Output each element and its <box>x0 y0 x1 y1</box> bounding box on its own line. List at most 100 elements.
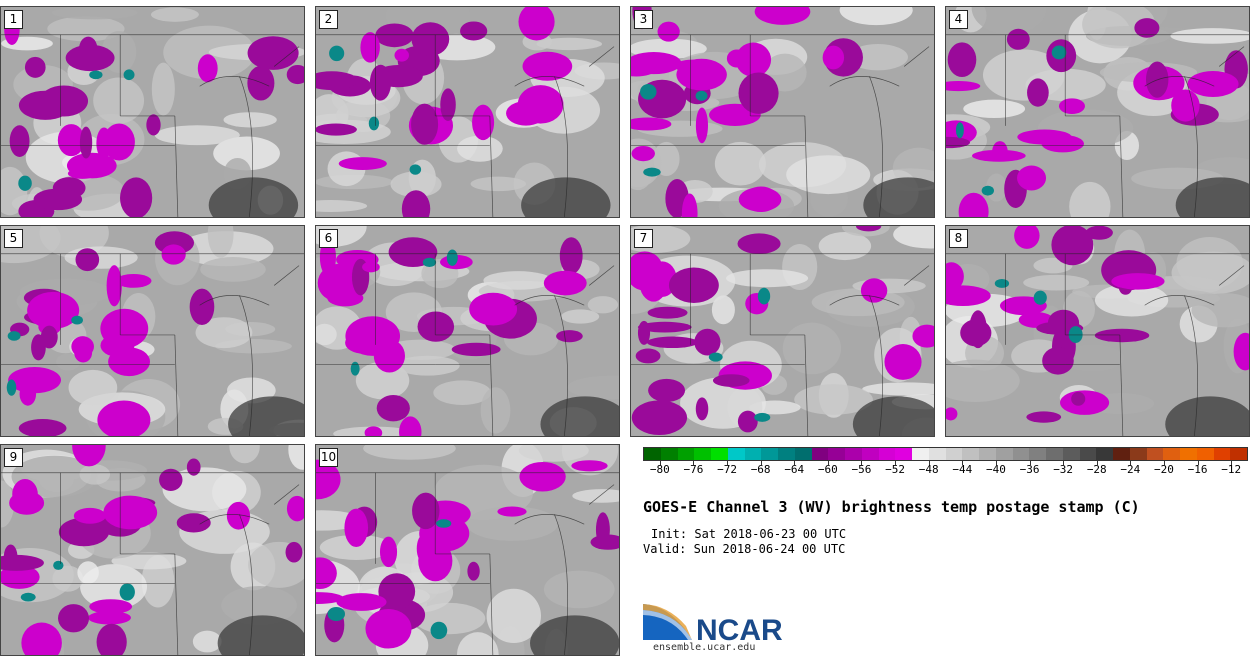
colorbar-swatch <box>1230 448 1247 460</box>
map-panel-8: 8 <box>945 225 1250 437</box>
map-panel-10: 10 <box>315 444 620 656</box>
logo-url: ensemble.ucar.edu <box>653 642 756 653</box>
colorbar-tick-label: −56 <box>851 463 872 476</box>
colorbar-tick-label: −80 <box>649 463 670 476</box>
water-vapor-field <box>316 7 619 217</box>
water-vapor-field <box>316 445 619 655</box>
colorbar-tickmark <box>1029 461 1031 465</box>
panel-label: 10 <box>319 448 338 467</box>
colorbar-tick-label: −16 <box>1187 463 1208 476</box>
colorbar-swatch <box>895 448 912 460</box>
figure-title: GOES-E Channel 3 (WV) brightness temp po… <box>643 498 1140 516</box>
panel-label: 6 <box>319 229 338 248</box>
colorbar-swatch <box>1079 448 1097 460</box>
map-panel-2: 2 <box>315 6 620 218</box>
colorbar-tick-label: −40 <box>985 463 1006 476</box>
colorbar-tickmark <box>1231 461 1233 465</box>
ncar-logo: NCAR <box>643 604 783 644</box>
water-vapor-field <box>946 226 1249 436</box>
colorbar-tick-label: −36 <box>1019 463 1040 476</box>
colorbar-swatch <box>794 448 812 460</box>
colorbar-tickmark <box>928 461 930 465</box>
colorbar-swatch <box>828 448 845 460</box>
colorbar-tickmark <box>1063 461 1065 465</box>
colorbar-swatch <box>878 448 896 460</box>
map-panel-4: 4 <box>945 6 1250 218</box>
colorbar-swatch <box>1012 448 1030 460</box>
colorbar-tick-label: −64 <box>784 463 805 476</box>
colorbar-swatch <box>1046 448 1063 460</box>
water-vapor-field <box>1 7 304 217</box>
colorbar-tickmark <box>794 461 796 465</box>
logo-text: NCAR <box>696 614 783 644</box>
colorbar-tick-label: −68 <box>750 463 771 476</box>
colorbar-swatch <box>928 448 946 460</box>
colorbar-swatch <box>1062 448 1080 460</box>
panel-label: 7 <box>634 229 653 248</box>
colorbar-swatch <box>1213 448 1231 460</box>
colorbar-swatch <box>694 448 711 460</box>
panel-label: 2 <box>319 10 338 29</box>
water-vapor-field <box>316 226 619 436</box>
map-panel-3: 3 <box>630 6 935 218</box>
colorbar-tick-label: −48 <box>918 463 939 476</box>
colorbar-swatch <box>962 448 979 460</box>
panel-label: 5 <box>4 229 23 248</box>
colorbar-tickmark <box>659 461 661 465</box>
colorbar-swatch <box>644 448 661 460</box>
map-panel-5: 5 <box>0 225 305 437</box>
map-panel-7: 7 <box>630 225 935 437</box>
colorbar-swatch <box>1146 448 1164 460</box>
colorbar-swatch <box>727 448 745 460</box>
colorbar-tickmark <box>1096 461 1098 465</box>
colorbar-tickmark <box>1197 461 1199 465</box>
colorbar-tickmark <box>895 461 897 465</box>
panel-label: 8 <box>949 229 968 248</box>
colorbar-swatch <box>761 448 778 460</box>
colorbar-tick-label: −44 <box>952 463 973 476</box>
water-vapor-field <box>631 7 934 217</box>
colorbar-swatch <box>945 448 963 460</box>
colorbar-ticks: −80 −76 −72 −68 −64 −60 −56 −52 −48 −44 −40 −36 −32−… <box>643 461 1248 483</box>
colorbar-swatch <box>1096 448 1113 460</box>
panel-label: 3 <box>634 10 653 29</box>
colorbar-swatch <box>660 448 678 460</box>
colorbar-tickmark <box>1163 461 1165 465</box>
colorbar-tickmark <box>962 461 964 465</box>
colorbar-swatch <box>1029 448 1046 460</box>
colorbar-swatch <box>995 448 1013 460</box>
water-vapor-field <box>1 445 304 655</box>
colorbar-tick-label: −52 <box>885 463 906 476</box>
colorbar-swatch <box>1163 448 1180 460</box>
colorbar-tick-label: −24 <box>1120 463 1141 476</box>
valid-time: Valid: Sun 2018-06-24 00 UTC <box>643 542 846 556</box>
map-panel-1: 1 <box>0 6 305 218</box>
map-panel-9: 9 <box>0 444 305 656</box>
colorbar-tickmark <box>693 461 695 465</box>
colorbar-swatch <box>778 448 795 460</box>
colorbar-swatch <box>1180 448 1197 460</box>
colorbar-tickmark <box>827 461 829 465</box>
colorbar-swatch <box>1113 448 1130 460</box>
colorbar-swatch <box>1196 448 1214 460</box>
colorbar-swatch <box>711 448 728 460</box>
colorbar-tick-label: −28 <box>1086 463 1107 476</box>
map-panel-6: 6 <box>315 225 620 437</box>
colorbar-tickmark <box>727 461 729 465</box>
colorbar <box>643 447 1248 461</box>
colorbar-tick-label: −32 <box>1053 463 1074 476</box>
water-vapor-field <box>1 226 304 436</box>
init-time: Init: Sat 2018-06-23 00 UTC <box>651 527 847 541</box>
panel-label: 1 <box>4 10 23 29</box>
colorbar-tickmark <box>1130 461 1132 465</box>
water-vapor-field <box>946 7 1249 217</box>
colorbar-swatch <box>677 448 695 460</box>
colorbar-swatch <box>845 448 862 460</box>
colorbar-tickmark <box>760 461 762 465</box>
water-vapor-field <box>631 226 934 436</box>
colorbar-swatch <box>1129 448 1147 460</box>
colorbar-tick-label: −12 <box>1221 463 1242 476</box>
colorbar-swatch <box>979 448 996 460</box>
colorbar-tickmark <box>861 461 863 465</box>
colorbar-tickmark <box>995 461 997 465</box>
